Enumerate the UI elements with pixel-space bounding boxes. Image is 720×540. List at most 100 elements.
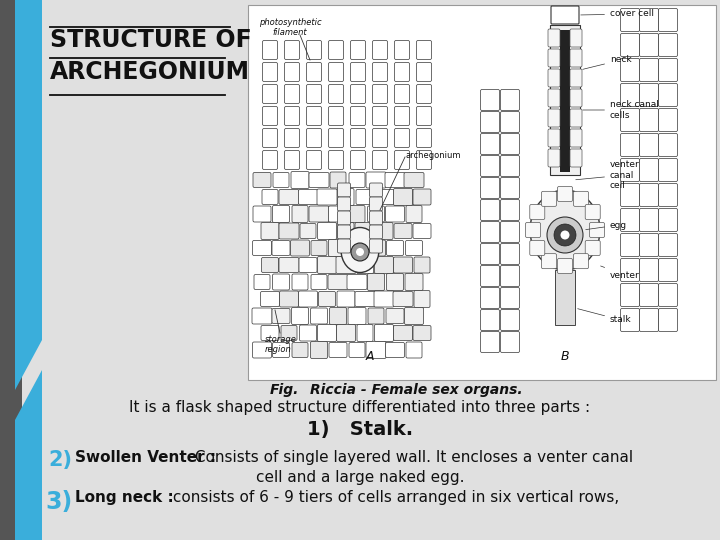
FancyBboxPatch shape [300,224,316,239]
FancyBboxPatch shape [284,151,300,170]
Ellipse shape [530,190,600,270]
FancyBboxPatch shape [262,190,278,205]
FancyBboxPatch shape [20,0,720,540]
Text: Riccia - Female sex organs.: Riccia - Female sex organs. [310,383,523,397]
FancyBboxPatch shape [330,307,346,325]
FancyBboxPatch shape [355,292,375,307]
FancyBboxPatch shape [639,84,659,106]
FancyBboxPatch shape [639,208,659,232]
FancyBboxPatch shape [560,30,570,172]
FancyBboxPatch shape [253,172,271,187]
FancyBboxPatch shape [639,109,659,132]
FancyBboxPatch shape [394,188,413,206]
FancyBboxPatch shape [318,256,336,273]
FancyBboxPatch shape [263,40,277,59]
FancyBboxPatch shape [621,208,639,232]
FancyBboxPatch shape [366,240,385,256]
FancyBboxPatch shape [659,84,678,106]
FancyBboxPatch shape [480,266,500,287]
FancyBboxPatch shape [356,256,374,273]
FancyBboxPatch shape [555,270,575,325]
FancyBboxPatch shape [307,63,322,82]
FancyBboxPatch shape [659,184,678,206]
Polygon shape [15,370,42,540]
FancyBboxPatch shape [590,222,605,238]
FancyBboxPatch shape [253,240,271,255]
FancyBboxPatch shape [480,332,500,353]
FancyBboxPatch shape [351,63,366,82]
FancyBboxPatch shape [290,240,310,256]
FancyBboxPatch shape [263,151,277,170]
FancyBboxPatch shape [639,233,659,256]
FancyBboxPatch shape [281,326,297,341]
FancyBboxPatch shape [406,342,422,358]
FancyBboxPatch shape [307,84,322,104]
FancyBboxPatch shape [263,129,277,147]
FancyBboxPatch shape [253,342,271,358]
FancyBboxPatch shape [480,221,500,242]
FancyBboxPatch shape [328,129,343,147]
FancyBboxPatch shape [659,33,678,57]
FancyBboxPatch shape [659,208,678,232]
FancyBboxPatch shape [369,239,382,253]
FancyBboxPatch shape [621,84,639,106]
FancyBboxPatch shape [541,254,557,269]
FancyBboxPatch shape [621,284,639,307]
FancyBboxPatch shape [557,186,572,201]
Text: Long neck :: Long neck : [75,490,174,505]
FancyBboxPatch shape [480,199,500,220]
FancyBboxPatch shape [328,106,343,125]
FancyBboxPatch shape [279,190,299,205]
FancyBboxPatch shape [254,274,270,289]
FancyBboxPatch shape [639,33,659,57]
FancyBboxPatch shape [621,109,639,132]
FancyBboxPatch shape [310,341,328,359]
FancyBboxPatch shape [349,206,365,222]
FancyBboxPatch shape [338,197,351,211]
FancyBboxPatch shape [338,183,351,197]
FancyBboxPatch shape [413,326,431,341]
Text: photosynthetic
filament: photosynthetic filament [258,18,321,37]
Text: 1)   Stalk.: 1) Stalk. [307,420,413,439]
FancyBboxPatch shape [395,84,410,104]
FancyBboxPatch shape [311,274,327,289]
FancyBboxPatch shape [356,190,374,205]
FancyBboxPatch shape [385,172,405,187]
FancyBboxPatch shape [351,129,366,147]
FancyBboxPatch shape [375,222,393,240]
FancyBboxPatch shape [639,133,659,157]
FancyBboxPatch shape [480,287,500,308]
FancyBboxPatch shape [621,184,639,206]
FancyBboxPatch shape [480,156,500,177]
Circle shape [547,217,583,253]
FancyBboxPatch shape [416,129,431,147]
FancyBboxPatch shape [307,151,322,170]
FancyBboxPatch shape [385,342,405,357]
FancyBboxPatch shape [372,40,387,59]
FancyBboxPatch shape [385,206,405,222]
Text: 3): 3) [45,490,72,514]
FancyBboxPatch shape [366,172,386,188]
FancyBboxPatch shape [279,223,299,239]
FancyBboxPatch shape [500,221,520,242]
FancyBboxPatch shape [374,190,394,205]
FancyBboxPatch shape [284,40,300,59]
Text: cell and a large naked egg.: cell and a large naked egg. [256,470,464,485]
Text: Consists of single layered wall. It encloses a venter canal: Consists of single layered wall. It encl… [190,450,633,465]
FancyBboxPatch shape [570,149,582,167]
FancyBboxPatch shape [500,90,520,111]
Text: It is a flask shaped structure differentiated into three parts :: It is a flask shaped structure different… [130,400,590,415]
Polygon shape [15,0,42,390]
FancyBboxPatch shape [351,84,366,104]
FancyBboxPatch shape [500,244,520,265]
FancyBboxPatch shape [395,151,410,170]
FancyBboxPatch shape [621,259,639,281]
FancyBboxPatch shape [621,308,639,332]
FancyBboxPatch shape [252,308,272,324]
FancyBboxPatch shape [300,325,317,341]
Text: Swollen Venter :: Swollen Venter : [75,450,216,465]
FancyBboxPatch shape [272,206,289,222]
FancyBboxPatch shape [570,129,582,147]
Text: neck: neck [582,56,631,69]
FancyBboxPatch shape [336,325,356,341]
